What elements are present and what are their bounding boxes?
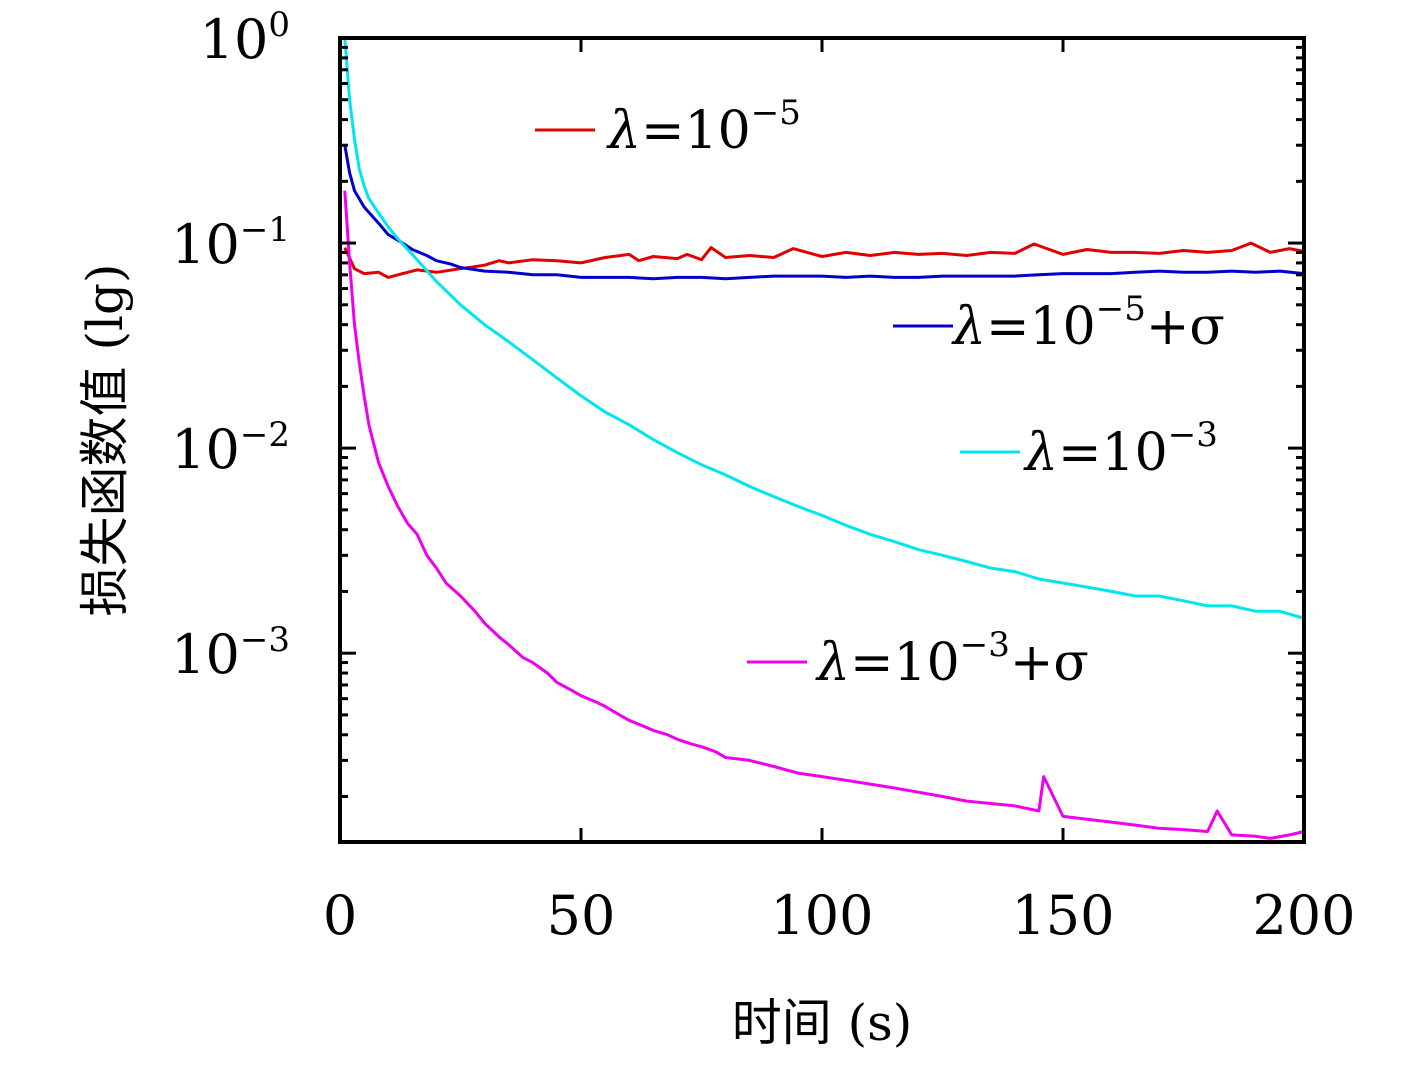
series-line-2	[343, 144, 1305, 281]
legend-label: λ=10−5+σ	[951, 289, 1225, 357]
x-tick-label: 200	[1252, 884, 1355, 947]
x-axis-title: 时间 (s)	[732, 994, 913, 1052]
y-tick-label: 10−2	[171, 415, 290, 481]
legend-label: λ=10−5	[606, 93, 801, 161]
y-tick-label: 10−3	[171, 620, 290, 686]
series-line-4	[343, 190, 1305, 840]
legend-entry-4: λ=10−3+σ	[747, 625, 1089, 693]
legend-entry-1: λ=10−5	[535, 93, 801, 161]
series-layer	[343, 37, 1305, 840]
legend-entry-2: λ=10−5+σ	[893, 289, 1225, 357]
y-tick-label: 10−1	[171, 210, 290, 276]
y-tick-label: 100	[200, 5, 290, 71]
tick-label-layer: 0 50 100 150 200 100 10−1 10−2 10−3	[171, 5, 1355, 947]
x-tick-label: 0	[323, 884, 357, 947]
y-axis-title: 损失函数值 (lg)	[76, 264, 134, 617]
x-tick-label: 50	[547, 884, 616, 947]
legend: λ=10−5 λ=10−5+σ λ=10−3 λ=10−3+σ	[535, 93, 1225, 693]
series-line-3	[343, 37, 1305, 620]
legend-label: λ=10−3+σ	[815, 625, 1089, 693]
legend-entry-3: λ=10−3	[960, 415, 1218, 483]
legend-label: λ=10−3	[1023, 415, 1218, 483]
x-tick-label: 150	[1011, 884, 1114, 947]
x-tick-label: 100	[770, 884, 873, 947]
tick-layer	[338, 36, 1306, 842]
